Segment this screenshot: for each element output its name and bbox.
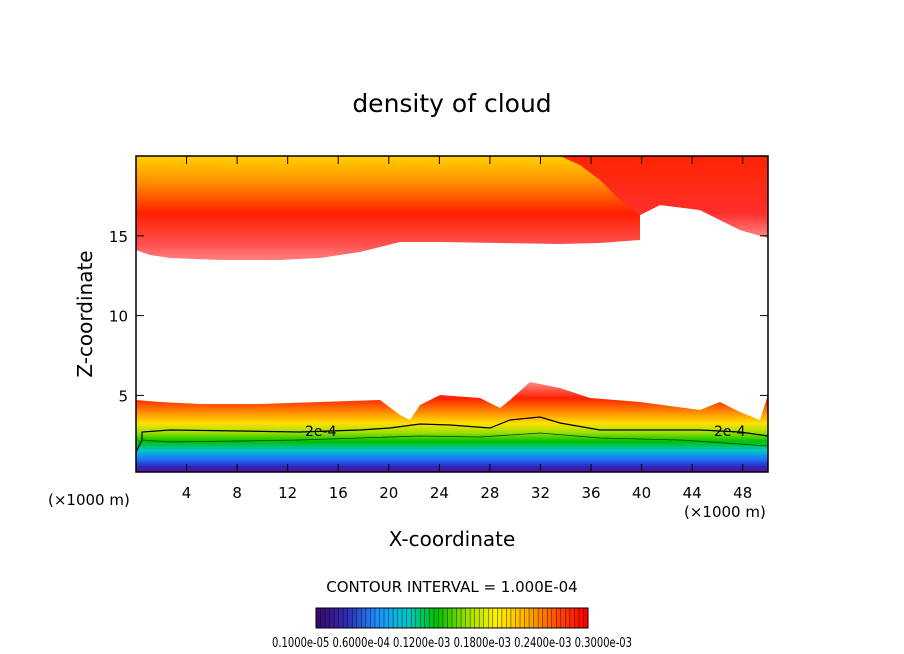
colorbar-swatch [347, 608, 353, 628]
colorbar-swatch [420, 608, 426, 628]
colorbar-swatch [325, 608, 331, 628]
colorbar-swatch [583, 608, 589, 628]
colorbar-swatch [433, 608, 439, 628]
colorbar-swatch [488, 608, 494, 628]
x-tick-label: 40 [632, 484, 651, 502]
x-tick-label: 8 [232, 484, 242, 502]
y-tick-label: 15 [109, 228, 128, 246]
contour-label-2: 2e-4 [714, 424, 746, 440]
colorbar-swatch [465, 608, 471, 628]
colorbar-swatch [406, 608, 412, 628]
x-axis-label: X-coordinate [389, 527, 516, 551]
plot-area: 2e-4 2e-4 [136, 156, 768, 472]
colorbar-swatch [397, 608, 403, 628]
contour-line-2e-4 [136, 416, 768, 453]
colorbar-swatch [374, 608, 380, 628]
colorbar-swatch [547, 608, 553, 628]
colorbar-swatch [510, 608, 516, 628]
colorbar-swatch [388, 608, 394, 628]
x-tick-label: 24 [430, 484, 449, 502]
colorbar-swatch [524, 608, 530, 628]
colorbar-frame [315, 607, 589, 629]
colorbar-swatch [470, 608, 476, 628]
colorbar-swatch [352, 608, 358, 628]
colorbar-swatch [438, 608, 444, 628]
colorbar-swatch [474, 608, 480, 628]
colorbar-swatch [538, 608, 544, 628]
colorbar-swatch [338, 608, 344, 628]
colorbar-swatch [361, 608, 367, 628]
colorbar-swatch [506, 608, 512, 628]
colorbar-swatch [479, 608, 485, 628]
colorbar-swatch [379, 608, 385, 628]
y-tick-label: 5 [118, 387, 128, 405]
colorbar-swatch [569, 608, 575, 628]
colorbar-swatch [456, 608, 462, 628]
colorbar-swatch [542, 608, 548, 628]
colorbar-swatch [551, 608, 557, 628]
colorbar-swatch [560, 608, 566, 628]
contour-label-1: 2e-4 [305, 424, 337, 440]
colorbar-swatch [424, 608, 430, 628]
colorbar-swatch [492, 608, 498, 628]
colorbar-swatch [578, 608, 584, 628]
colorbar-swatch [447, 608, 453, 628]
colorbar-swatch [497, 608, 503, 628]
colorbar-swatch [556, 608, 562, 628]
colorbar-swatch [565, 608, 571, 628]
x-tick-label: 48 [733, 484, 752, 502]
upper-cloud-core [560, 156, 768, 238]
colorbar-swatch [461, 608, 467, 628]
colorbar-swatch [356, 608, 362, 628]
plot-frame [135, 155, 769, 473]
lower-cloud-layer [136, 382, 768, 472]
colorbar-swatch [402, 608, 408, 628]
colorbar-swatch [329, 608, 335, 628]
colorbar-swatch [320, 608, 326, 628]
colorbar-swatch [393, 608, 399, 628]
colorbar-swatch [515, 608, 521, 628]
y-axis-label: Z-coordinate [73, 250, 97, 377]
colorbar-swatch [365, 608, 371, 628]
colorbar-swatch [415, 608, 421, 628]
colorbar-swatch [483, 608, 489, 628]
colorbar-swatch [384, 608, 390, 628]
x-tick-label: 12 [278, 484, 297, 502]
colorbar-swatch [411, 608, 417, 628]
x-units-right: (×1000 m) [684, 503, 766, 521]
contour-line-inner [141, 432, 768, 447]
colorbar-swatch [574, 608, 580, 628]
x-axis-ticks: 4 8 12 16 20 24 28 32 36 40 44 48 [182, 156, 752, 502]
colorbar-swatch [429, 608, 435, 628]
y-tick-label: 10 [109, 308, 128, 326]
y-axis-ticks: 5 10 15 [109, 228, 768, 405]
x-units-left: (×1000 m) [48, 491, 130, 509]
x-tick-label: 32 [531, 484, 550, 502]
colorbar-swatch [316, 608, 322, 628]
x-tick-label: 28 [480, 484, 499, 502]
colorbar-swatch [529, 608, 535, 628]
colorbar [315, 608, 589, 628]
x-tick-label: 16 [329, 484, 348, 502]
colorbar-swatch [442, 608, 448, 628]
colorbar-swatch [533, 608, 539, 628]
x-tick-label: 20 [379, 484, 398, 502]
colorbar-swatch [501, 608, 507, 628]
x-tick-label: 4 [182, 484, 192, 502]
colorbar-swatch [520, 608, 526, 628]
chart-title: density of cloud [352, 89, 551, 118]
contour-interval-text: CONTOUR INTERVAL = 1.000E-04 [326, 578, 577, 596]
colorbar-labels: 0.1000e-05 0.6000e-04 0.1200e-03 0.1800e… [272, 636, 632, 651]
x-tick-label: 44 [683, 484, 702, 502]
x-tick-label: 36 [581, 484, 600, 502]
colorbar-swatch [334, 608, 340, 628]
colorbar-swatch [370, 608, 376, 628]
colorbar-swatch [343, 608, 349, 628]
colorbar-swatch [452, 608, 458, 628]
